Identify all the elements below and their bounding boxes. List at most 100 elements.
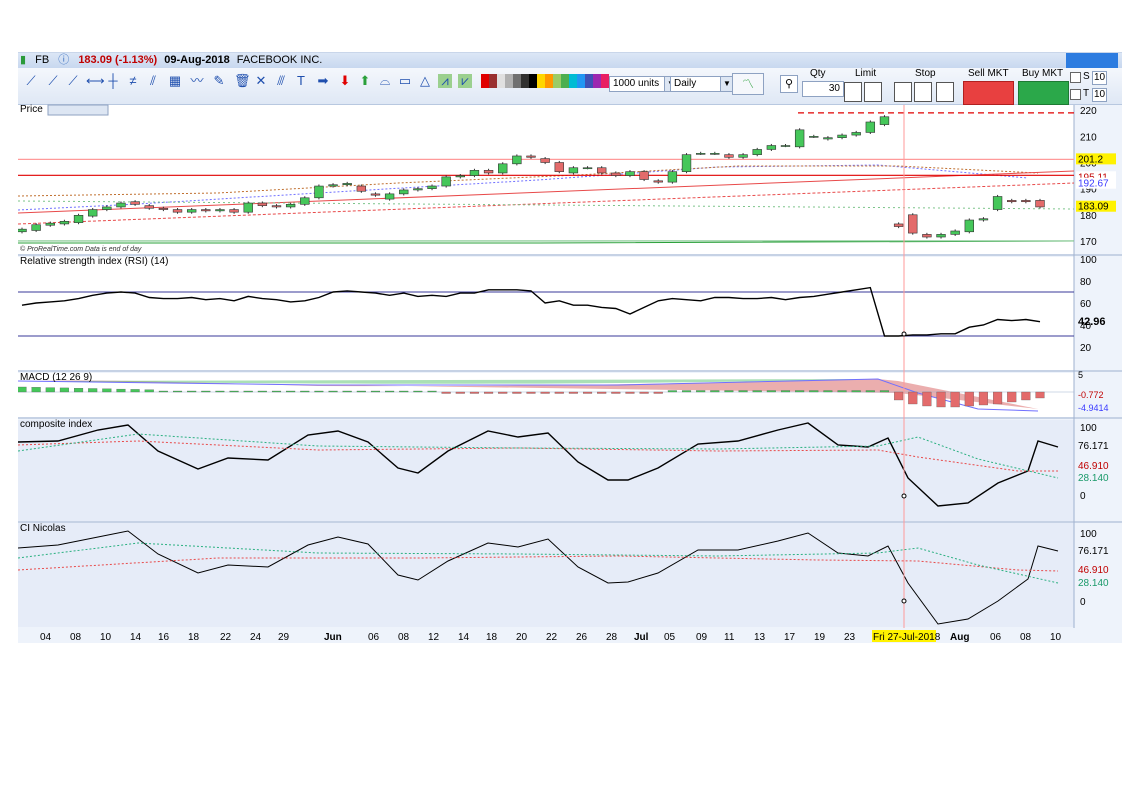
horizontal-line-icon[interactable]: ⟷ [86, 73, 105, 88]
x-tick-label: 04 [40, 632, 52, 643]
crosshair-date-highlight [872, 630, 936, 642]
symbol-label[interactable]: FB [35, 54, 50, 66]
macd-histogram-bar [540, 391, 550, 394]
trash-icon[interactable]: 🗑 [234, 73, 251, 88]
x-axis: 04 08 10 14 16 18 22 24 29 Jun 06 08 12 14 18 20 22 26 28 J… [40, 632, 1062, 643]
macd-panel-title[interactable]: MACD (12 26 9) [20, 372, 92, 383]
cinicolas-panel[interactable] [18, 523, 1074, 627]
x-tick-label: 17 [784, 632, 796, 643]
buy-market-button[interactable] [1018, 81, 1069, 105]
channel-icon[interactable]: ≠ [129, 73, 137, 88]
crosshair-date-label: Fri 27-Jul-2018 [873, 632, 941, 643]
period-dropdown-icon[interactable]: ▼ [720, 76, 734, 92]
stop-cancel-button[interactable] [936, 82, 954, 102]
limit-sell-button[interactable] [864, 82, 882, 102]
info-icon[interactable]: ⓘ [58, 54, 70, 66]
wave-icon[interactable]: ⩘ [438, 74, 452, 88]
color-palette[interactable] [481, 74, 609, 88]
macd-histogram-bar [257, 390, 267, 393]
cross-line-icon[interactable]: ✕ [255, 73, 267, 88]
pattern-icon[interactable]: 〰 [190, 73, 204, 88]
cinicolas-tick-100: 100 [1080, 529, 1097, 540]
candle-up [285, 204, 296, 208]
x-tick-label: 20 [516, 632, 528, 643]
macd-histogram-bar [653, 391, 663, 394]
s-checkbox[interactable] [1070, 72, 1081, 83]
composite-panel[interactable] [18, 420, 1074, 521]
quote-date: 09-Aug-2018 [164, 54, 230, 66]
macd-histogram-bar [399, 390, 409, 393]
price-tick-label: 180 [1080, 211, 1097, 222]
vertical-line-icon[interactable]: ┼ [108, 73, 118, 88]
parallel-icon[interactable]: ⫻ [277, 73, 285, 88]
macd-histogram-bar [469, 391, 479, 394]
candle-down [724, 154, 734, 158]
window-controls[interactable] [1066, 53, 1118, 68]
candle-down [893, 223, 904, 227]
fibonacci-icon[interactable]: ▦ [168, 73, 182, 88]
rsi-panel[interactable] [18, 257, 1074, 370]
limit-buy-button[interactable] [844, 82, 862, 102]
x-tick-label: 08 [398, 632, 410, 643]
chart-area[interactable]: 170180190200210220 201.2195.11192.67183.… [18, 53, 1122, 643]
candle-down [554, 162, 564, 172]
wrench-icon[interactable]: ⚲ [780, 75, 798, 93]
sell-market-button[interactable] [963, 81, 1014, 105]
price-tick-label: 220 [1080, 106, 1097, 117]
ma-green-dotted [18, 200, 1075, 210]
pencil-icon[interactable]: ✎ [213, 73, 225, 88]
cinicolas-panel-title[interactable]: CI Nicolas [20, 523, 66, 534]
macd-histogram-bar [31, 387, 41, 393]
stop-buy-button[interactable] [894, 82, 912, 102]
candle-down [172, 209, 183, 213]
x-tick-label: 13 [754, 632, 766, 643]
x-tick-label: 11 [724, 632, 735, 643]
candle-up [31, 224, 41, 231]
candle-down [540, 158, 550, 163]
price-panel-title[interactable]: Price [20, 104, 43, 115]
candle-down [611, 172, 621, 176]
price-panel-buttons[interactable] [47, 104, 109, 116]
indicator-icon[interactable]: 〽 [732, 73, 764, 95]
limit-label: Limit [855, 68, 877, 79]
trendline-icon[interactable]: ⟋ [48, 73, 58, 88]
t-value[interactable]: 10 [1092, 88, 1108, 102]
macd-histogram-bar [88, 388, 98, 393]
rectangle-icon[interactable]: ▭ [398, 73, 412, 88]
t-checkbox[interactable] [1070, 89, 1081, 100]
text-icon[interactable]: T [297, 73, 305, 88]
fan-icon[interactable]: ⫽ [150, 73, 156, 88]
triangle-icon[interactable]: △ [420, 73, 430, 88]
arrow-down-icon[interactable]: ⬇ [339, 73, 351, 88]
composite-ma-green [18, 433, 1059, 479]
x-tick-label: 08 [1020, 632, 1032, 643]
candle-down [1021, 200, 1031, 203]
qty-input[interactable]: 30 [802, 81, 844, 97]
price-last-label-bg [1076, 177, 1116, 189]
rsi-panel-title[interactable]: Relative strength index (RSI) (14) [20, 256, 168, 267]
macd-histogram-bar [611, 391, 621, 394]
macd-histogram-bar [172, 390, 183, 393]
x-tick-label: 12 [428, 632, 440, 643]
price-tick-label: 210 [1080, 132, 1097, 143]
x-tick-label: 29 [278, 632, 290, 643]
macd-histogram-bar [823, 390, 833, 393]
macd-histogram-bar [738, 390, 748, 393]
ruler-icon[interactable]: ⟋ [26, 73, 36, 88]
drawing-toolbar: ⟋ ⟋ ⟋ ⟷ ┼ ≠ ⫽ ▦ 〰 ✎ 🗑 ✕ ⫻ T ➡ ⬇ ⬆ ⌓ ▭ △ … [18, 68, 1122, 105]
polyline-icon[interactable]: ⌓ [379, 73, 391, 88]
ray-icon[interactable]: ⟋ [68, 73, 78, 88]
chart-type-icon[interactable]: ▮ [20, 54, 27, 66]
stop-sell-button[interactable] [914, 82, 932, 102]
macd-histogram-bar [74, 388, 84, 393]
candle-up [851, 132, 861, 136]
candle-up [695, 153, 706, 155]
arrow-up-icon[interactable]: ⬆ [359, 73, 371, 88]
rsi-line [21, 286, 1041, 337]
x-tick-label: 26 [576, 632, 588, 643]
zigzag-icon[interactable]: ⩗ [458, 74, 472, 88]
s-value[interactable]: 10 [1092, 71, 1108, 85]
composite-panel-title[interactable]: composite index [20, 419, 92, 430]
arrow-right-icon[interactable]: ➡ [317, 73, 329, 88]
